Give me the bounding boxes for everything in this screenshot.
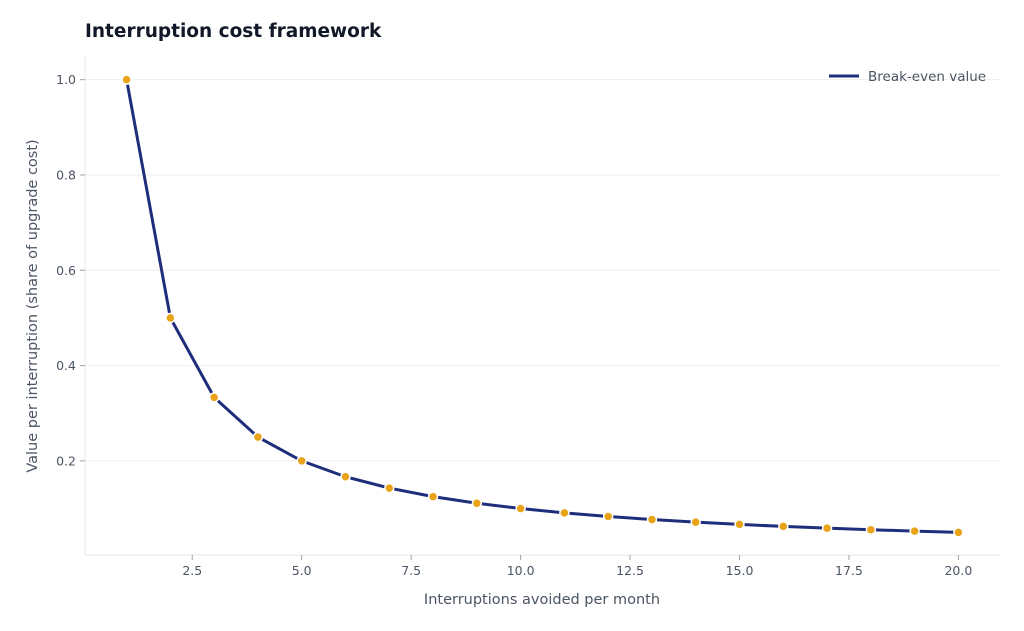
data-point [734, 519, 745, 530]
data-point [427, 491, 439, 502]
y-axis-label: Value per interruption (share of upgrade… [25, 139, 41, 472]
chart-title: Interruption cost framework [85, 21, 382, 42]
y-tick-label: 0.6 [56, 263, 76, 278]
series-line [125, 78, 960, 534]
y-tick-label: 0.2 [56, 453, 76, 468]
gridlines [85, 79, 1000, 462]
data-point [821, 522, 833, 534]
data-point [121, 74, 132, 85]
x-tick-label: 20.0 [944, 563, 972, 578]
data-point [602, 511, 614, 522]
x-tick-label: 17.5 [835, 563, 863, 578]
data-point [953, 527, 964, 538]
x-tick-label: 15.0 [726, 563, 754, 578]
data-point [471, 497, 483, 509]
data-point [340, 471, 351, 482]
data-point [909, 525, 920, 537]
y-tick-label: 0.8 [56, 167, 76, 182]
data-point [296, 455, 307, 467]
data-point [690, 516, 701, 528]
data-point [165, 312, 176, 324]
data-point [865, 524, 877, 535]
y-tick-label: 1.0 [56, 72, 76, 87]
data-point [559, 507, 570, 519]
series [121, 74, 964, 538]
x-axis-label: Interruptions avoided per month [424, 592, 660, 608]
data-point [646, 514, 658, 525]
legend: Break-even value [829, 69, 986, 85]
data-point [384, 482, 395, 494]
x-tick-label: 7.5 [401, 563, 421, 578]
axes [84, 57, 1000, 556]
data-point [515, 503, 526, 514]
x-tick-label: 2.5 [182, 563, 202, 578]
data-point [208, 392, 220, 403]
legend-label: Break-even value [868, 69, 986, 85]
data-point [252, 431, 264, 443]
x-tick-label: 12.5 [616, 563, 644, 578]
y-ticks: 0.2 0.4 0.6 0.8 1.0 [56, 72, 85, 468]
x-ticks: 2.5 5.0 7.5 10.0 12.5 15.0 17.5 20.0 [182, 555, 972, 578]
x-tick-label: 10.0 [507, 563, 535, 578]
data-point [778, 521, 789, 532]
x-tick-label: 5.0 [292, 563, 312, 578]
y-tick-label: 0.4 [56, 358, 76, 373]
